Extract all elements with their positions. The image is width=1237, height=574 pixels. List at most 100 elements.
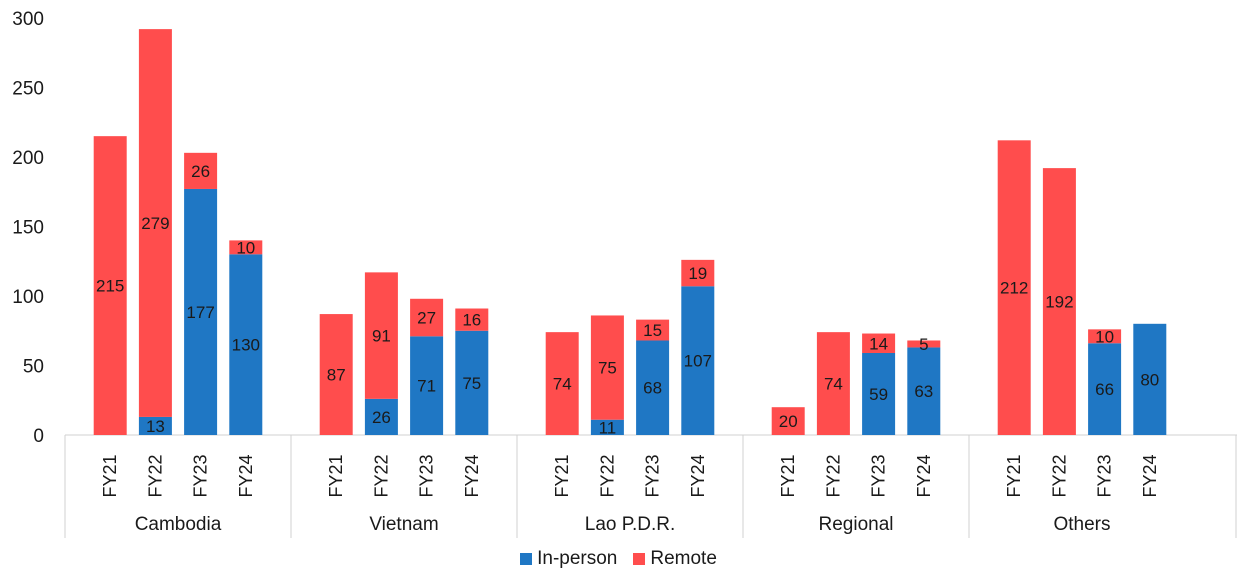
group-label: Regional xyxy=(819,514,894,535)
group-label: Lao P.D.R. xyxy=(585,514,675,535)
bar-in-person xyxy=(1133,323,1167,435)
data-label-in-person: 63 xyxy=(914,382,933,401)
bar-remote xyxy=(636,319,670,341)
x-tick-label: FY21 xyxy=(100,454,120,497)
data-label-remote: 91 xyxy=(372,327,391,346)
legend-swatch-remote xyxy=(633,553,646,565)
bar-in-person xyxy=(681,286,715,435)
bar-in-person xyxy=(636,340,670,435)
data-label-in-person: 26 xyxy=(372,408,391,427)
y-tick-label: 300 xyxy=(12,9,44,30)
data-label-remote: 19 xyxy=(688,264,707,283)
data-label-in-person: 130 xyxy=(232,336,260,355)
y-tick-label: 200 xyxy=(12,148,44,169)
x-tick-label: FY23 xyxy=(191,454,211,497)
y-tick-label: 50 xyxy=(23,357,44,378)
bar-in-person xyxy=(862,352,896,435)
bar-in-person xyxy=(184,188,218,435)
data-label-remote: 5 xyxy=(919,335,928,354)
bar-remote xyxy=(1042,168,1076,435)
bar-in-person xyxy=(455,330,489,435)
data-label-remote: 74 xyxy=(824,375,843,394)
data-label-remote: 27 xyxy=(417,309,436,328)
x-tick-label: FY23 xyxy=(417,454,437,497)
legend-label-in-person: In-person xyxy=(537,548,618,569)
x-tick-label: FY21 xyxy=(778,454,798,497)
group-label: Vietnam xyxy=(369,514,438,535)
data-label-remote: 75 xyxy=(598,359,617,378)
bar-remote xyxy=(455,308,489,331)
data-label-in-person: 71 xyxy=(417,377,436,396)
y-tick-label: 250 xyxy=(12,79,44,100)
data-label-remote: 215 xyxy=(96,277,124,296)
bar-remote xyxy=(862,333,896,353)
data-label-remote: 14 xyxy=(869,334,888,353)
data-label-remote: 16 xyxy=(462,311,481,330)
data-label-remote: 87 xyxy=(327,366,346,385)
bar-in-person xyxy=(907,347,941,435)
x-tick-label: FY24 xyxy=(236,454,256,497)
bar-in-person xyxy=(590,419,624,435)
y-tick-label: 150 xyxy=(12,218,44,239)
data-label-in-person: 107 xyxy=(684,352,712,371)
bar-in-person xyxy=(229,254,263,435)
x-tick-label: FY21 xyxy=(552,454,572,497)
x-tick-label: FY24 xyxy=(1140,454,1160,497)
bar-remote xyxy=(93,136,127,435)
data-label-remote: 279 xyxy=(141,214,169,233)
x-tick-label: FY22 xyxy=(371,454,391,497)
data-label-in-person: 13 xyxy=(146,417,165,436)
bar-remote xyxy=(1088,329,1122,344)
bar-remote xyxy=(229,240,263,255)
data-label-remote: 26 xyxy=(191,162,210,181)
bar-remote xyxy=(184,152,218,189)
group-label: Others xyxy=(1053,514,1110,535)
data-label-remote: 192 xyxy=(1045,293,1073,312)
data-label-remote: 15 xyxy=(643,321,662,340)
bar-in-person xyxy=(364,398,398,435)
x-tick-label: FY21 xyxy=(326,454,346,497)
bar-remote xyxy=(590,315,624,420)
data-label-in-person: 80 xyxy=(1140,370,1159,389)
x-tick-label: FY24 xyxy=(914,454,934,497)
bar-remote xyxy=(138,29,172,417)
data-label-remote: 20 xyxy=(779,412,798,431)
x-tick-label: FY21 xyxy=(1004,454,1024,497)
x-tick-label: FY22 xyxy=(1049,454,1069,497)
bar-remote xyxy=(681,259,715,287)
data-label-in-person: 11 xyxy=(599,418,617,437)
x-tick-label: FY24 xyxy=(688,454,708,497)
bar-remote xyxy=(997,140,1031,435)
data-label-remote: 10 xyxy=(236,238,255,257)
x-tick-label: FY22 xyxy=(823,454,843,497)
x-tick-label: FY22 xyxy=(597,454,617,497)
data-label-in-person: 75 xyxy=(462,374,481,393)
legend: In-person Remote xyxy=(0,548,1237,570)
data-label-remote: 74 xyxy=(553,375,572,394)
group-label: Cambodia xyxy=(135,514,222,535)
x-tick-label: FY23 xyxy=(643,454,663,497)
x-tick-label: FY23 xyxy=(869,454,889,497)
bar-remote xyxy=(816,332,850,435)
legend-item-remote: Remote xyxy=(633,548,717,570)
legend-label-remote: Remote xyxy=(650,548,717,569)
bar-in-person xyxy=(1088,343,1122,435)
data-label-in-person: 177 xyxy=(186,303,214,322)
y-tick-label: 100 xyxy=(12,287,44,308)
bar-remote xyxy=(410,298,444,337)
x-tick-label: FY22 xyxy=(145,454,165,497)
data-label-remote: 212 xyxy=(1000,279,1028,298)
data-label-in-person: 59 xyxy=(869,385,888,404)
x-tick-label: FY23 xyxy=(1095,454,1115,497)
bar-remote xyxy=(907,340,941,348)
y-tick-label: 0 xyxy=(33,426,44,447)
bar-remote xyxy=(545,332,579,435)
bar-remote xyxy=(319,314,353,435)
bar-remote xyxy=(771,407,805,435)
legend-item-in-person: In-person xyxy=(520,548,617,570)
legend-swatch-in-person xyxy=(520,553,533,565)
data-label-in-person: 66 xyxy=(1095,380,1114,399)
x-tick-label: FY24 xyxy=(462,454,482,497)
data-label-in-person: 68 xyxy=(643,379,662,398)
